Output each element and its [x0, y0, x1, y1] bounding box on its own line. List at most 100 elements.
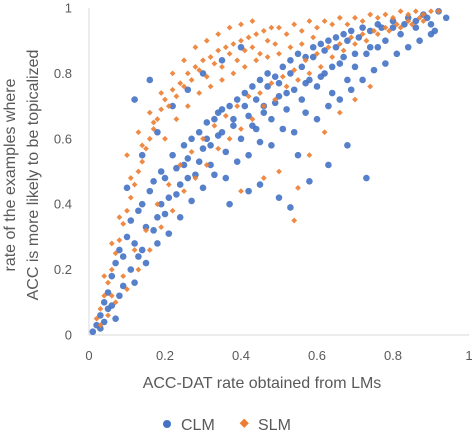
slm-point — [184, 103, 191, 109]
slm-point — [336, 109, 343, 116]
slm-point — [409, 21, 415, 28]
slm-point — [146, 247, 153, 253]
slm-point — [238, 37, 244, 44]
slm-point — [268, 80, 275, 87]
slm-point — [435, 8, 442, 15]
slm-point — [405, 11, 412, 18]
clm-point — [192, 171, 199, 179]
clm-point — [351, 63, 359, 71]
slm-point — [169, 86, 176, 93]
slm-point — [264, 54, 271, 60]
clm-point — [176, 213, 184, 221]
clm-point — [325, 37, 332, 44]
clm-point — [233, 96, 241, 103]
slm-point — [321, 18, 328, 24]
clm-point — [363, 174, 370, 182]
clm-point — [313, 115, 321, 123]
slm-point — [249, 18, 256, 24]
clm-point — [298, 63, 306, 71]
slm-point — [169, 207, 176, 214]
slm-point — [181, 83, 187, 90]
clm-point — [287, 57, 294, 64]
clm-point — [256, 138, 264, 146]
slm-point — [329, 54, 336, 60]
slm-point — [222, 113, 229, 119]
slm-point — [405, 18, 412, 24]
clm-point — [100, 299, 108, 306]
clm-point — [116, 292, 123, 300]
slm-point — [169, 70, 176, 77]
slm-point — [276, 168, 282, 175]
slm-point — [108, 266, 115, 273]
slm-point — [184, 70, 191, 77]
clm-point — [108, 302, 116, 309]
slm-point — [352, 14, 358, 21]
slm-point — [108, 292, 115, 299]
clm-point — [389, 24, 397, 31]
clm-point — [241, 89, 249, 97]
clm-point — [188, 197, 195, 205]
slm-point — [386, 27, 393, 34]
slm-point — [181, 57, 187, 64]
y-tick-label: 0 — [65, 328, 72, 343]
slm-point — [268, 24, 275, 31]
slm-point — [165, 181, 172, 188]
slm-point — [420, 18, 427, 24]
clm-point — [393, 50, 401, 58]
slm-point — [158, 106, 165, 113]
clm-point — [97, 312, 104, 319]
slm-point — [283, 31, 290, 38]
clm-point — [344, 37, 351, 44]
x-axis-title: ACC-DAT rate obtained from LMs — [143, 375, 382, 392]
slm-point — [105, 279, 111, 286]
slm-point — [238, 21, 244, 28]
slm-point — [253, 57, 260, 64]
x-tick-label: 0 — [85, 348, 92, 363]
slm-point — [177, 80, 184, 87]
clm-point — [442, 14, 450, 22]
clm-point — [363, 50, 370, 58]
clm-point — [245, 187, 252, 195]
clm-point — [184, 86, 192, 94]
slm-point — [272, 41, 279, 47]
plot-area — [89, 7, 450, 336]
slm-point — [260, 27, 267, 34]
slm-point — [348, 34, 355, 41]
slm-point — [146, 135, 153, 142]
clm-point — [325, 102, 332, 110]
clm-point — [195, 128, 203, 136]
clm-point — [112, 315, 119, 322]
slm-point — [295, 77, 301, 83]
slm-point — [374, 31, 381, 38]
slm-point — [101, 273, 108, 280]
slm-point — [120, 220, 127, 227]
clm-point — [275, 194, 283, 201]
x-tick-label: 0.6 — [308, 348, 326, 363]
clm-point — [412, 17, 420, 25]
slm-point — [241, 47, 248, 54]
clm-point — [401, 21, 408, 28]
clm-point — [287, 204, 294, 211]
slm-point — [203, 162, 210, 168]
clm-point — [306, 178, 313, 185]
slm-point — [192, 175, 199, 181]
slm-point — [234, 103, 241, 109]
slm-point — [226, 135, 233, 142]
clm-point — [108, 272, 116, 280]
clm-point — [355, 34, 363, 41]
slm-point — [135, 266, 142, 273]
slm-point — [131, 247, 138, 253]
slm-point — [177, 162, 184, 168]
slm-point — [306, 18, 313, 24]
slm-point — [317, 63, 324, 70]
slm-point — [352, 96, 358, 103]
clm-point — [374, 43, 382, 51]
clm-point — [100, 318, 108, 326]
y-tick-label: 0.4 — [54, 197, 72, 212]
slm-point — [173, 93, 180, 100]
slm-point — [260, 175, 267, 181]
slm-point — [108, 240, 115, 247]
slm-point — [359, 18, 366, 24]
clm-point — [199, 70, 207, 77]
clm-point — [184, 174, 192, 182]
